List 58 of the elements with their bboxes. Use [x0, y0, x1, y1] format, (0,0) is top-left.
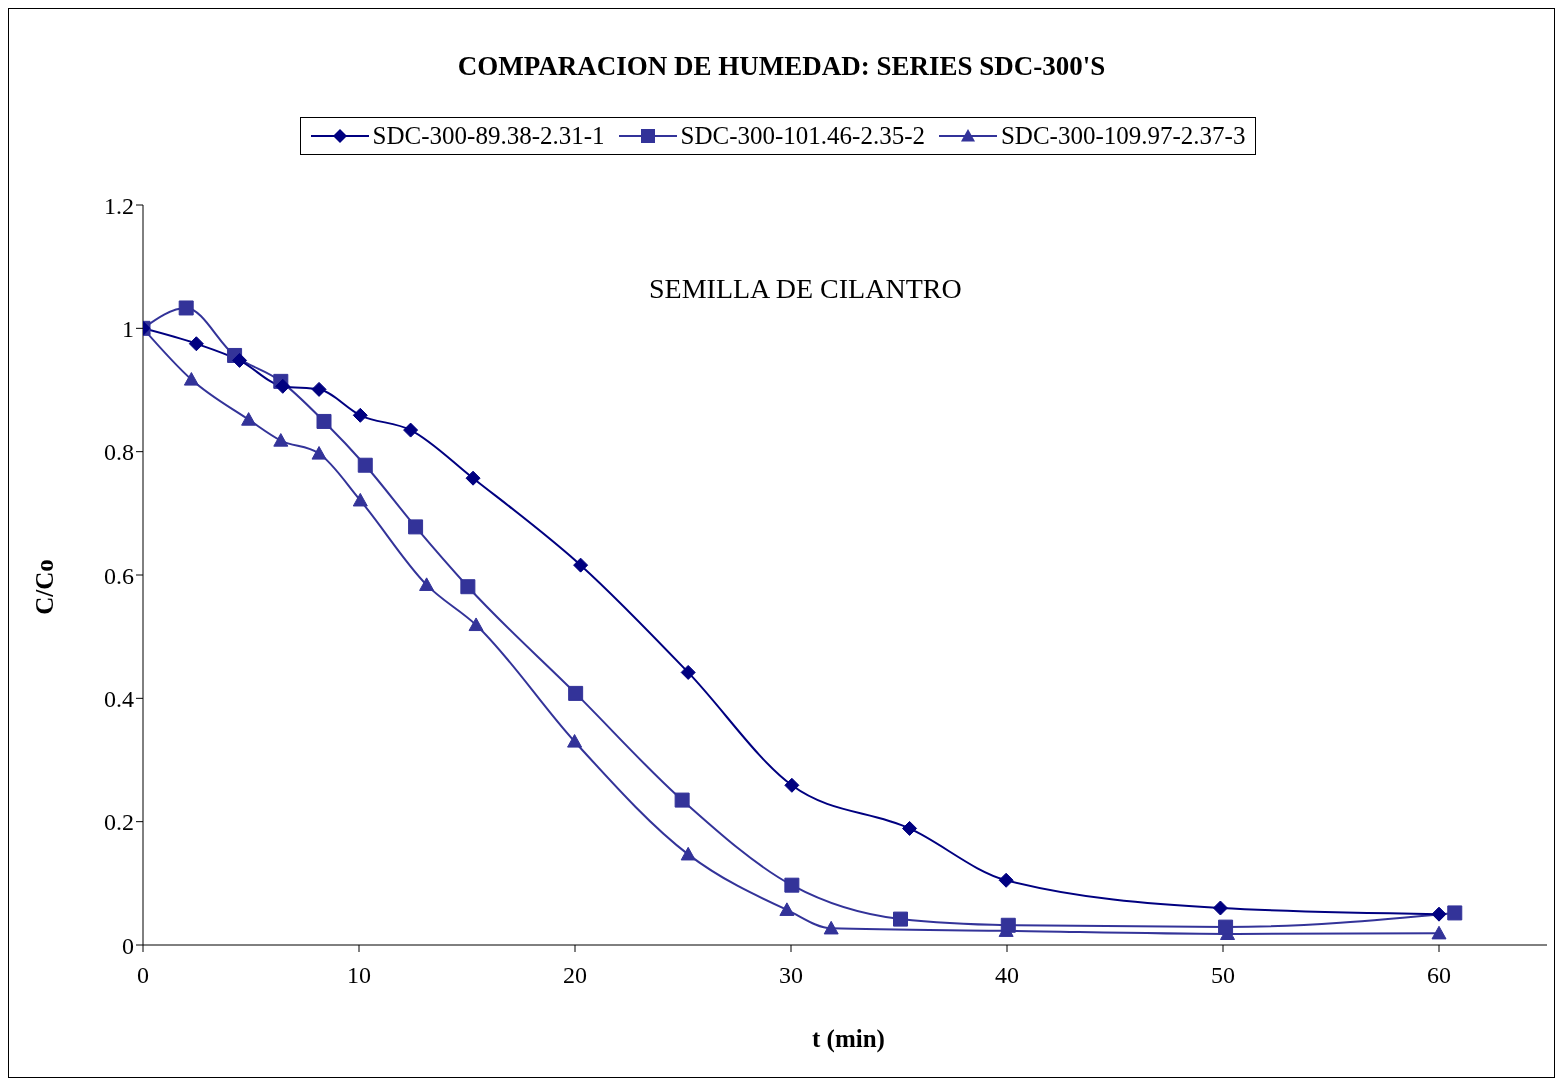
- point: [784, 777, 800, 793]
- point: [468, 617, 484, 632]
- annotation: SEMILLA DE CILANTRO: [649, 273, 962, 305]
- point: [784, 877, 800, 893]
- point: [419, 577, 435, 591]
- y-tick-label: 1: [122, 315, 134, 342]
- x-tick-label: 40: [995, 962, 1019, 989]
- y-tick-label: 0.4: [104, 685, 134, 712]
- y-tick-label: 0.6: [104, 562, 134, 589]
- x-tick-label: 60: [1427, 962, 1451, 989]
- point: [273, 433, 289, 447]
- point: [357, 457, 373, 473]
- point: [241, 412, 257, 426]
- point: [311, 446, 327, 460]
- point: [674, 792, 690, 808]
- point: [779, 902, 795, 916]
- point: [568, 685, 584, 701]
- point: [408, 519, 424, 535]
- point: [188, 336, 204, 352]
- point: [998, 872, 1014, 888]
- y-axis-title: C/Co: [31, 559, 59, 615]
- legend-label: SDC-300-89.38-2.31-1: [372, 122, 605, 150]
- point: [183, 372, 199, 386]
- point: [460, 579, 476, 595]
- x-tick-label: 10: [347, 962, 371, 989]
- point: [311, 381, 327, 397]
- point: [902, 820, 918, 836]
- point: [352, 407, 368, 423]
- point: [232, 352, 248, 368]
- legend-label: SDC-300-101.46-2.35-2: [680, 122, 925, 150]
- y-tick-label: 0: [122, 932, 134, 959]
- point: [465, 470, 481, 486]
- y-tick-label: 0.2: [104, 809, 134, 836]
- point: [352, 492, 368, 507]
- point: [823, 920, 839, 935]
- point: [275, 378, 291, 394]
- point: [1431, 925, 1447, 940]
- point: [1212, 900, 1228, 916]
- point: [1000, 917, 1016, 933]
- x-tick-label: 50: [1211, 962, 1235, 989]
- point: [573, 557, 589, 573]
- x-tick-label: 30: [779, 962, 803, 989]
- x-tick-label: 20: [563, 962, 587, 989]
- y-tick-label: 0.8: [104, 439, 134, 466]
- x-axis-title: t (min): [811, 1025, 886, 1053]
- y-tick-label: 1.2: [104, 192, 134, 219]
- point: [403, 422, 419, 438]
- point: [316, 413, 332, 429]
- point: [1218, 919, 1234, 935]
- point: [680, 664, 696, 680]
- point: [1447, 905, 1463, 921]
- chart-title: COMPARACION DE HUMEDAD: SERIES SDC-300'S: [456, 51, 1107, 82]
- legend-label: SDC-300-109.97-2.37-3: [1000, 122, 1246, 150]
- point: [178, 300, 194, 316]
- point: [1431, 906, 1447, 922]
- point: [680, 846, 696, 861]
- point: [893, 911, 909, 927]
- point: [567, 734, 583, 748]
